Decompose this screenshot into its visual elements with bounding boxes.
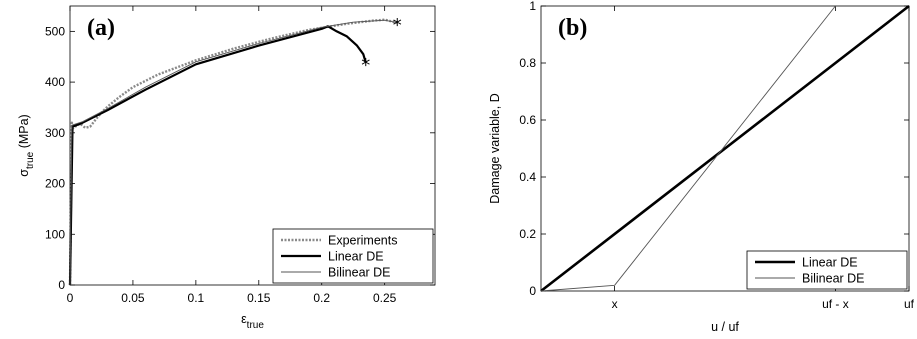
y-tick-label: 0.4 [519,170,536,184]
legend-entry: Bilinear DE [328,266,391,280]
x-tick-label: uf - x [822,297,849,311]
y-tick-label: 200 [45,177,65,191]
y-axis-symbol: σ [17,169,31,177]
y-tick-label: 0.6 [519,113,536,127]
series-line-linear-de [540,4,910,293]
x-tick-label: 0.15 [247,291,271,305]
x-tick-label: 0.25 [373,291,397,305]
x-axis-label: εtrue [241,312,264,331]
legend-entry: Bilinear DE [802,272,865,286]
x-axis-subscript: true [247,320,265,331]
x-axis-label: u / uf [711,320,739,334]
y-tick-label: 1 [529,0,536,13]
y-axis-label: σtrue (MPa) [17,114,36,176]
legend-entry: Linear DE [328,250,384,264]
y-axis-label: Damage variable, D [488,93,502,203]
y-tick-label: 0.8 [519,56,536,70]
panel-label: (b) [558,15,587,41]
y-tick-label: 400 [45,75,65,89]
x-tick-label: 0.1 [188,291,205,305]
x-tick-label: 0.2 [313,291,330,305]
x-tick-label: x [612,297,618,311]
panel-label: (a) [87,15,115,41]
x-tick-label: 0.05 [121,291,145,305]
x-axis-symbol: ε [241,312,247,326]
legend-box [746,250,908,290]
x-tick-label: 0 [67,291,74,305]
series-line-experiments [68,18,398,286]
y-tick-label: 100 [45,227,65,241]
plot-area [540,5,910,292]
end-marker: * [393,15,402,36]
series-line-bilinear-de [540,5,836,292]
panel-a: 0 100 200 300 400 500 0 0.05 0.1 0.15 0.2 0.25 * * (a)… [17,5,436,331]
y-tick-label: 0 [58,278,65,292]
legend-entry: Experiments [328,234,397,248]
y-axis-subscript: true [25,151,36,169]
y-tick-label: 300 [45,126,65,140]
y-tick-label: 0 [529,284,536,298]
series-line-bilinear-de [69,19,398,286]
y-axis-unit: (MPa) [17,114,31,152]
x-tick-label: uf [904,297,915,311]
series-line-linear-de [68,25,367,286]
end-marker: * [361,55,370,76]
y-tick-label: 500 [45,24,65,38]
legend-entry: Linear DE [802,256,858,270]
y-tick-label: 0.2 [519,227,536,241]
panel-b: 0 0.2 0.4 0.6 0.8 1 x uf - x uf (b) u / uf Damage v… [488,0,915,334]
plot-area [69,5,436,286]
